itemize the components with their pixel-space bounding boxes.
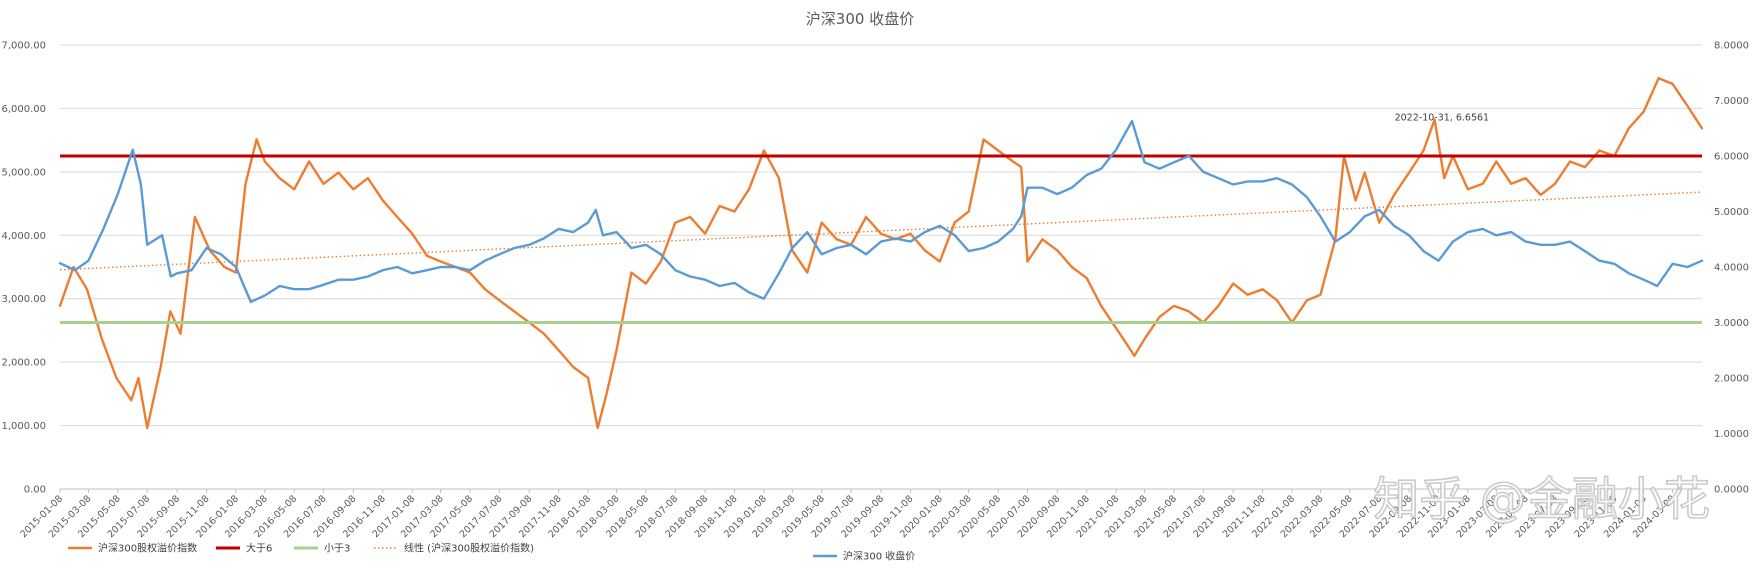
y-left-tick-label: 7,000.00	[1, 41, 46, 52]
y-right-tick-label: 2.0000	[1714, 374, 1749, 385]
y-left-tick-label: 2,000.00	[1, 358, 46, 369]
y-right-tick-label: 8.0000	[1714, 41, 1749, 52]
y-left-tick-label: 4,000.00	[1, 231, 46, 242]
series-line-0	[58, 77, 1704, 430]
watermark-text: 知乎 @金融小花	[1373, 472, 1710, 526]
y-left-tick-label: 6,000.00	[1, 104, 46, 115]
series	[58, 77, 1704, 430]
series-line-4	[58, 119, 1704, 304]
legend-label-4: 沪深300 收盘价	[843, 550, 915, 563]
legend-label-0: 沪深300股权溢价指数	[98, 542, 197, 555]
y-right-tick-label: 4.0000	[1714, 263, 1749, 274]
data-label-annotation: 2022-10-31, 6.6561	[1395, 113, 1490, 124]
legend-label-2: 小于3	[324, 543, 350, 555]
y-right-tick-label: 0.0000	[1714, 485, 1749, 496]
y-right-tick-label: 3.0000	[1714, 318, 1749, 329]
y-left-tick-label: 1,000.00	[1, 421, 46, 432]
y-left-tick-label: 3,000.00	[1, 294, 46, 305]
chart-title: 沪深300 收盘价	[806, 10, 914, 28]
y-left-tick-label: 5,000.00	[1, 167, 46, 178]
legend-label-1: 大于6	[246, 542, 272, 555]
legend: 沪深300股权溢价指数 大于6 小于3 线性 (沪深300股权溢价指数) 沪深300 收…	[68, 542, 915, 563]
y-right-tick-label: 5.0000	[1714, 207, 1749, 218]
y-right-tick-label: 7.0000	[1714, 96, 1749, 107]
y-right-tick-label: 6.0000	[1714, 152, 1749, 163]
y-left-tick-label: 0.00	[24, 485, 46, 496]
legend-label-3: 线性 (沪深300股权溢价指数)	[404, 542, 534, 555]
y-right-tick-label: 1.0000	[1714, 429, 1749, 440]
